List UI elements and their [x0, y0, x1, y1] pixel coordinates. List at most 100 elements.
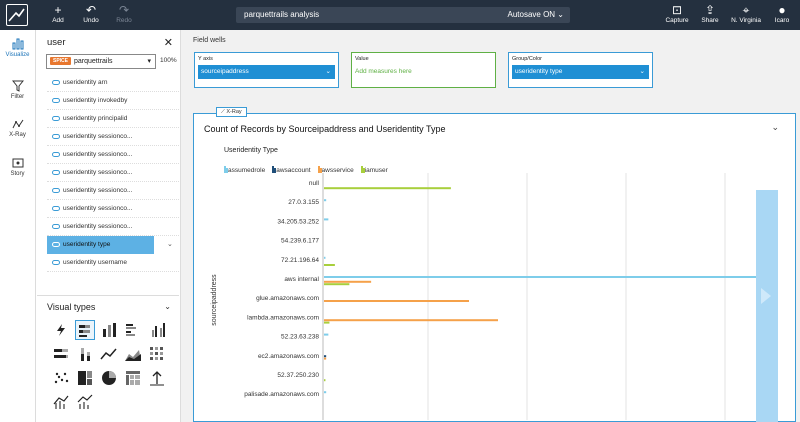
y-axis-field-pill[interactable]: sourceipaddress ⌄ [198, 65, 335, 79]
value-well[interactable]: Value Add measures here [351, 52, 496, 88]
redo-icon: ↷ [118, 3, 130, 17]
visual-card[interactable]: ⟋ X-Ray Count of Records by Sourceipaddr… [193, 107, 796, 422]
field-item-label: useridentity sessionco... [63, 133, 133, 140]
clustered-bar-icon[interactable] [123, 320, 143, 340]
category-label: null [309, 180, 320, 187]
rail-item-xray[interactable]: X-Ray [0, 118, 35, 138]
fields-panel: user ✕ SPICE parquettrails ▾ 100% useride… [37, 30, 179, 295]
chevron-down-icon[interactable]: ⌄ [164, 302, 171, 311]
rail-item-visualize[interactable]: Visualize [0, 38, 35, 58]
field-item[interactable]: useridentity sessionco... [47, 218, 179, 236]
region-button[interactable]: ⌖ N. Virginia [726, 3, 766, 25]
share-label: Share [701, 17, 719, 24]
user-menu-button[interactable]: ● Icaro [765, 3, 799, 25]
close-icon[interactable]: ✕ [163, 37, 173, 49]
field-item[interactable]: useridentity sessionco... [47, 128, 179, 146]
dimension-field-icon [52, 98, 60, 103]
field-item-label: useridentity username [63, 259, 127, 266]
field-item[interactable]: useridentity sessionco... [47, 146, 179, 164]
autosave-dropdown[interactable]: Autosave ON ⌄ [507, 7, 564, 23]
legend-item[interactable]: assumedrole [224, 166, 265, 174]
legend-swatch [360, 166, 365, 173]
visual-title: Count of Records by Sourceipaddress and … [204, 124, 446, 134]
pivot-table-icon[interactable] [123, 368, 143, 388]
share-button[interactable]: ⇪ Share [693, 3, 727, 25]
left-rail: Visualize Filter X-Ray Story [0, 30, 36, 422]
line-column-combo-icon[interactable] [75, 392, 95, 412]
field-item[interactable]: useridentity arn [47, 74, 179, 92]
dimension-field-icon [52, 116, 60, 121]
rail-label-visualize: Visualize [5, 52, 30, 58]
bar [324, 391, 327, 394]
field-search-input[interactable]: user [47, 37, 66, 48]
stacked-100-bar-icon[interactable] [51, 344, 71, 364]
rail-label-filter: Filter [10, 94, 25, 100]
capture-label: Capture [665, 17, 689, 24]
field-wells-title[interactable]: Field wells [193, 37, 226, 44]
xray-icon: ⟋ [221, 109, 225, 115]
kpi-icon[interactable] [147, 368, 167, 388]
rail-item-filter[interactable]: Filter [0, 80, 35, 100]
heat-map-icon[interactable] [147, 344, 167, 364]
field-item[interactable]: useridentity sessionco... [47, 200, 179, 218]
y-axis-well[interactable]: Y axis sourceipaddress ⌄ [194, 52, 339, 88]
field-item[interactable]: useridentity type ⌄ [47, 236, 173, 254]
vertical-bar-icon[interactable] [99, 320, 119, 340]
dimension-field-icon [52, 206, 60, 211]
legend-title: Useridentity Type [224, 147, 278, 154]
field-search[interactable]: user ✕ [47, 37, 173, 49]
pie-chart-icon[interactable] [99, 368, 119, 388]
legend-swatch [224, 166, 228, 173]
group-color-well[interactable]: Group/Color useridentity type ⌄ [508, 52, 653, 88]
y-axis-title: sourceipaddress [211, 274, 218, 326]
group-field-pill[interactable]: useridentity type ⌄ [512, 65, 649, 79]
tree-map-icon[interactable] [75, 368, 95, 388]
capture-button[interactable]: ⊡ Capture [660, 3, 694, 25]
dimension-field-icon [52, 260, 60, 265]
category-label: 52.23.63.238 [281, 334, 319, 341]
chart-scroll-strip[interactable] [756, 190, 778, 422]
quicksight-logo[interactable] [6, 4, 28, 26]
scatter-plot-icon[interactable] [51, 368, 71, 388]
line-chart-icon[interactable] [99, 344, 119, 364]
bar [324, 355, 327, 358]
redo-label: Redo [116, 17, 132, 24]
rail-item-story[interactable]: Story [0, 157, 35, 177]
legend-item[interactable]: awsservice [317, 166, 354, 174]
y-axis-field-name: sourceipaddress [201, 68, 249, 75]
field-item[interactable]: useridentity sessionco... [47, 164, 179, 182]
stacked-column-icon[interactable] [75, 344, 95, 364]
field-item[interactable]: useridentity invokedby [47, 92, 179, 110]
top-bar: + Add ↶ Undo ↷ Redo parquettrails analys… [0, 0, 800, 30]
area-chart-icon[interactable] [123, 344, 143, 364]
dataset-select[interactable]: SPICE parquettrails ▾ [46, 54, 156, 69]
chevron-down-icon: ⌄ [639, 68, 645, 75]
add-button[interactable]: + Add [41, 3, 75, 25]
dataset-row: SPICE parquettrails ▾ 100% [46, 54, 178, 69]
autograph-icon[interactable] [51, 320, 71, 340]
field-item[interactable]: useridentity principalid [47, 110, 179, 128]
bar [324, 319, 498, 322]
dataset-name: parquettrails [74, 58, 113, 65]
chevron-down-icon[interactable]: ⌄ [167, 241, 173, 248]
field-item[interactable]: useridentity username [47, 254, 179, 272]
horizontal-stacked-bar-icon[interactable] [75, 320, 95, 340]
analysis-name-text: parquettrails analysis [244, 10, 320, 19]
legend-item[interactable]: iamuser [360, 166, 388, 174]
dimension-field-icon [52, 224, 60, 229]
xray-tag[interactable]: ⟋ X-Ray [216, 107, 247, 117]
legend-item[interactable]: awsaccount [272, 166, 311, 174]
clustered-column-icon[interactable] [147, 320, 167, 340]
undo-icon: ↶ [85, 3, 97, 17]
bar-chart-icon [0, 38, 35, 52]
undo-button[interactable]: ↶ Undo [74, 3, 108, 25]
combo-chart-icon[interactable] [51, 392, 71, 412]
autosave-label: Autosave ON [507, 10, 556, 19]
category-label: glue.amazonaws.com [256, 295, 319, 302]
redo-button[interactable]: ↷ Redo [107, 3, 141, 25]
analysis-name-field[interactable]: parquettrails analysis Autosave ON ⌄ [236, 7, 570, 23]
dimension-field-icon [52, 242, 60, 247]
bar [324, 357, 327, 360]
field-item[interactable]: useridentity sessionco... [47, 182, 179, 200]
chevron-down-icon[interactable]: ⌄ [771, 122, 779, 132]
